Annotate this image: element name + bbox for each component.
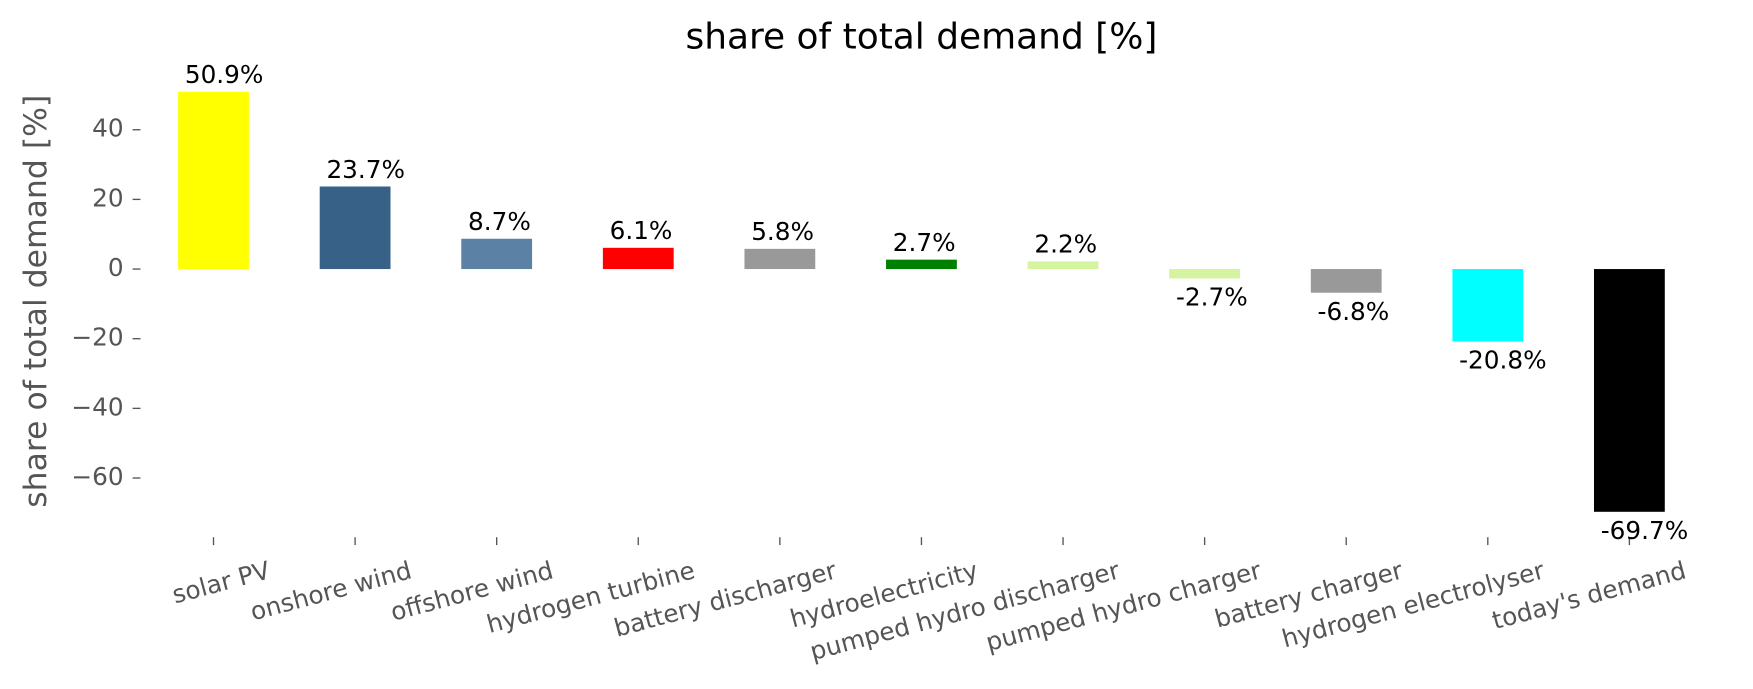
bar — [319, 186, 391, 270]
chart-title: share of total demand [%] — [686, 16, 1158, 57]
value-label: -2.7% — [1176, 283, 1248, 312]
bar — [1310, 269, 1382, 293]
value-label: -20.8% — [1459, 346, 1546, 375]
bar — [602, 247, 674, 270]
value-label: 50.9% — [185, 60, 264, 89]
bar — [1169, 269, 1241, 279]
y-axis-label: share of total demand [%] — [18, 95, 54, 508]
value-label: -6.8% — [1318, 297, 1390, 326]
bar — [178, 91, 249, 270]
value-label: 6.1% — [610, 216, 673, 245]
y-tick-label: −60 — [71, 462, 123, 491]
x-tick-label: onshore wind — [247, 555, 414, 626]
value-label: 2.2% — [1034, 230, 1097, 259]
bar — [1452, 269, 1524, 342]
value-label: 23.7% — [326, 155, 405, 184]
y-tick-label: −40 — [71, 392, 123, 421]
bar — [744, 248, 816, 270]
y-tick-label: 40 — [92, 114, 123, 143]
bar — [1593, 269, 1665, 512]
bar — [1027, 261, 1099, 270]
value-label: 2.7% — [893, 228, 956, 257]
bar — [461, 238, 533, 270]
y-tick-label: 0 — [108, 253, 124, 282]
y-tick-label: 20 — [92, 183, 123, 212]
bar — [886, 259, 957, 270]
y-tick-label: −20 — [71, 323, 123, 352]
value-label: 5.8% — [751, 217, 814, 246]
value-label: -69.7% — [1601, 516, 1688, 545]
value-label: 8.7% — [468, 207, 531, 236]
